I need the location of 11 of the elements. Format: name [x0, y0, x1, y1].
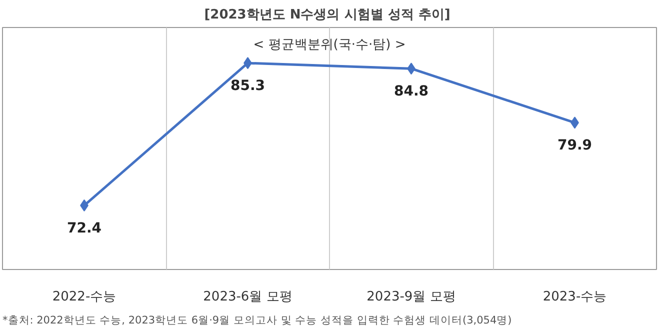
text: *출처: 2022학년도 수능, 2023학년도 6월·9월 모의고사 및 수능 성적을 입력한 수험생 데이터(3,054명) — [2, 314, 512, 326]
data-label: 72.4 — [66, 220, 102, 236]
x-tick-label: 2023-수능 — [542, 290, 607, 304]
data-label: 85.3 — [230, 78, 266, 94]
data-label: 79.9 — [557, 138, 592, 154]
x-tick-label: 2023-6월 모평 — [203, 290, 292, 304]
x-tick-label: 2023-9월 모평 — [366, 290, 456, 304]
chart-title: [2023학년도 N수생의 시험별 성적 추이] — [204, 8, 450, 22]
data-label: 84.8 — [394, 84, 429, 100]
x-tick-label: 2022-수능 — [52, 290, 116, 304]
chart-subtitle: < 평균백분위(국·수·탐) > — [253, 38, 406, 52]
